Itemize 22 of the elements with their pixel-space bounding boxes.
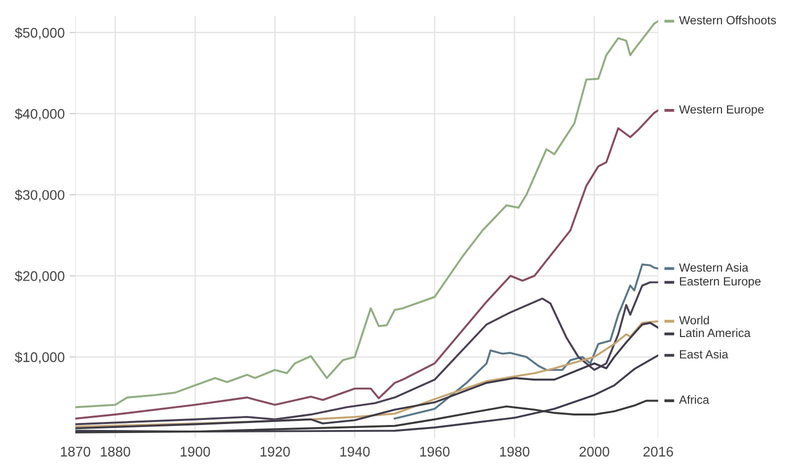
x-tick-label: 1880 <box>100 446 130 457</box>
legend-label: Western Europe <box>679 105 764 116</box>
legend-label: Africa <box>679 395 710 404</box>
x-tick-label: 2000 <box>580 446 610 457</box>
y-tick-label: $20,000 <box>14 270 64 283</box>
x-tick-label: 1980 <box>500 446 530 457</box>
legend-label: Western Asia <box>679 263 748 272</box>
legend-label: East Asia <box>680 350 728 358</box>
x-tick-label: 1960 <box>420 446 450 457</box>
legend-label: Latin America <box>680 328 751 338</box>
legend-label: Eastern Europe <box>680 277 761 288</box>
x-tick-label: 1870 <box>60 446 90 457</box>
x-tick-label: 1900 <box>180 446 210 457</box>
y-tick-label: $50,000 <box>14 27 64 40</box>
legend-label: Western Offshoots <box>679 16 776 24</box>
x-tick-label: 1940 <box>340 446 370 457</box>
y-tick-label: $10,000 <box>14 352 64 364</box>
x-tick-label: 2016 <box>643 446 674 457</box>
legend-label: World <box>679 316 709 324</box>
x-tick-label: 1920 <box>260 446 290 457</box>
y-tick-label: $40,000 <box>14 108 64 120</box>
y-tick-label: $30,000 <box>14 189 64 202</box>
